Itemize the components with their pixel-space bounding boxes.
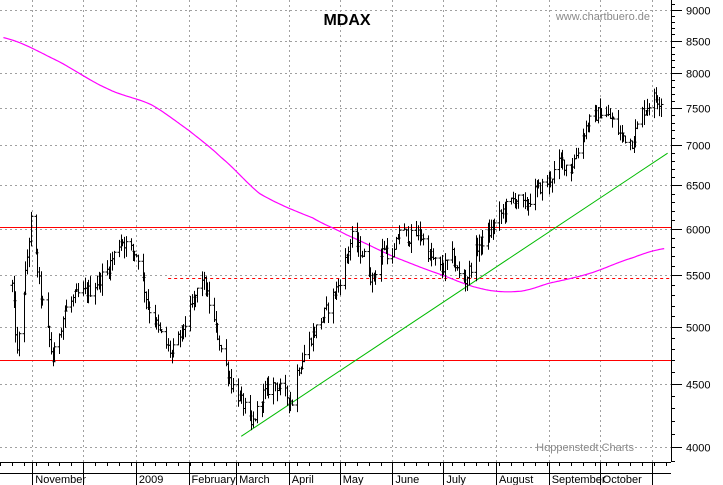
y-tick-label: 5500 [686, 271, 710, 283]
chart-title: MDAX [323, 12, 370, 29]
x-tick-label: May [343, 474, 364, 485]
y-tick-label: 7000 [686, 141, 710, 153]
y-tick-label: 6000 [686, 225, 710, 237]
ohlc-bar [219, 344, 224, 353]
ohlc-bar [599, 108, 604, 119]
chart-source: www.chartbuero.de [555, 11, 650, 23]
ohlc-bar [457, 261, 462, 279]
y-tick-label: 9000 [686, 6, 710, 18]
ohlc-bar [623, 135, 628, 144]
x-tick-label: April [292, 474, 314, 485]
ohlc-bar [385, 237, 390, 265]
ohlc-bar [64, 299, 69, 312]
ohlc-bar [397, 225, 402, 245]
ohlc-bar [100, 263, 105, 296]
ohlc-bar [314, 324, 319, 339]
ohlc-bar [421, 233, 426, 246]
x-tick-label: March [239, 474, 270, 485]
x-tick-label: September [552, 474, 606, 485]
ohlc-bar [516, 194, 521, 209]
ohlc-bar [231, 377, 236, 393]
ohlc-bar [469, 262, 474, 278]
moving-average-line [3, 37, 665, 293]
ohlc-bar [362, 248, 367, 257]
ohlc-bar [88, 276, 93, 297]
x-tick-label: November [35, 474, 86, 485]
ohlc-bar [207, 281, 212, 314]
ohlc-bar [564, 164, 569, 177]
ohlc-bar [29, 211, 34, 247]
ohlc-bar [136, 254, 141, 270]
ohlc-bar [528, 193, 533, 207]
y-tick-label: 6500 [686, 181, 710, 193]
price-bars [10, 87, 664, 431]
ohlc-bar [159, 329, 164, 334]
x-tick-label: August [499, 474, 533, 485]
ohlc-bar [540, 178, 545, 201]
ohlc-bar [552, 161, 557, 184]
ohlc-bar [338, 279, 343, 296]
ohlc-bar [326, 302, 331, 324]
ohlc-bar [112, 250, 117, 265]
ohlc-bar [445, 259, 450, 270]
ohlc-bar [183, 316, 188, 338]
ohlc-bar [147, 301, 152, 324]
x-tick-label: February [192, 474, 237, 485]
x-tick-label: June [395, 474, 419, 485]
ohlc-bar [504, 198, 509, 223]
ohlc-bar [243, 397, 248, 414]
ohlc-bar [373, 270, 378, 285]
ohlc-bar [124, 236, 129, 257]
ohlc-bar [350, 226, 355, 248]
y-tick-label: 4000 [686, 443, 710, 455]
ohlc-bar [492, 218, 497, 235]
ohlc-bar [195, 287, 200, 303]
y-tick-label: 5000 [686, 323, 710, 335]
x-tick-label: October [603, 474, 642, 485]
ohlc-bar [635, 121, 640, 130]
ohlc-bar [76, 282, 81, 298]
ohlc-bar [576, 147, 581, 159]
ohlc-bar [266, 376, 271, 399]
ohlc-bar [290, 399, 295, 406]
ohlc-bar [278, 378, 283, 396]
ohlc-bar [255, 401, 260, 424]
ohlc-bar [611, 116, 616, 120]
y-tick-label: 4500 [686, 380, 710, 392]
y-tick-label: 7500 [686, 104, 710, 116]
ohlc-bar [480, 230, 485, 255]
x-tick-label: July [446, 474, 466, 485]
ohlc-bar [302, 344, 307, 363]
ohlc-bar [409, 224, 414, 254]
ohlc-bar [587, 114, 592, 133]
ohlc-bar [433, 256, 438, 266]
trendline-line [240, 152, 668, 437]
ohlc-bar [171, 338, 176, 358]
ohlc-bar [52, 342, 57, 363]
moving-average [3, 37, 665, 293]
y-tick-label: 8000 [686, 69, 710, 81]
trendline [240, 152, 668, 437]
ohlc-bar [647, 103, 652, 116]
chart-credit: Hoppenstedt Charts [536, 442, 634, 454]
ohlc-bar [40, 295, 45, 306]
y-tick-label: 8500 [686, 37, 710, 49]
grid [0, 0, 671, 462]
x-tick-label: 2009 [139, 474, 163, 485]
support-resistance-lines [0, 227, 671, 361]
ohlc-bar [659, 98, 664, 118]
ohlc-bar [17, 331, 22, 357]
